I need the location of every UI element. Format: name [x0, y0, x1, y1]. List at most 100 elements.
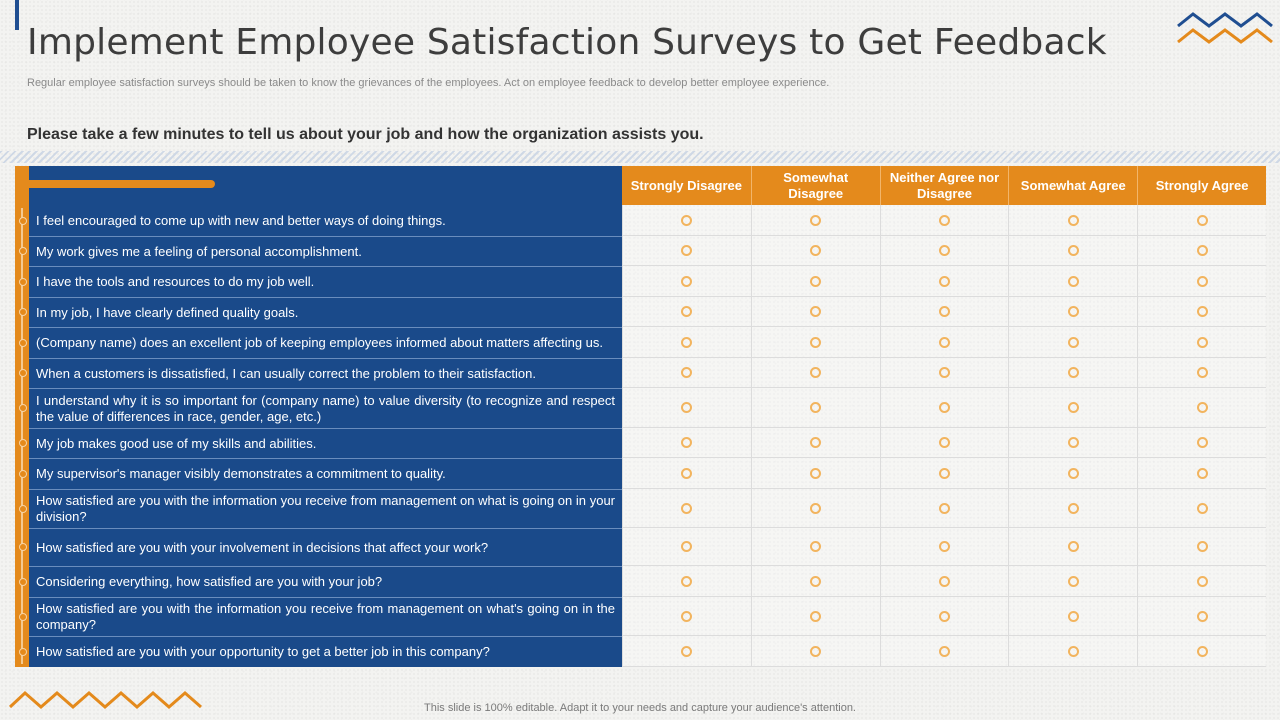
table-row: My job makes good use of my skills and a…	[29, 428, 1266, 458]
radio-circle-icon[interactable]	[681, 610, 693, 622]
radio-circle-icon[interactable]	[938, 541, 950, 552]
radio-circle-icon[interactable]	[938, 467, 950, 479]
radio-circle-icon[interactable]	[1067, 367, 1079, 378]
radio-circle-icon[interactable]	[810, 275, 822, 287]
question-text: How satisfied are you with your involvem…	[36, 539, 489, 555]
radio-circle-icon[interactable]	[1196, 214, 1208, 226]
radio-circle-icon[interactable]	[1067, 610, 1079, 622]
radio-circle-icon[interactable]	[1067, 541, 1079, 552]
survey-prompt: Please take a few minutes to tell us abo…	[27, 126, 704, 143]
radio-circle-icon[interactable]	[810, 336, 822, 348]
radio-circle-icon[interactable]	[810, 467, 822, 479]
radio-circle-icon[interactable]	[938, 437, 950, 448]
rating-cell	[1137, 528, 1266, 566]
table-row: How satisfied are you with the informati…	[29, 597, 1266, 636]
radio-circle-icon[interactable]	[681, 645, 693, 657]
radio-circle-icon[interactable]	[1196, 306, 1208, 317]
radio-circle-icon[interactable]	[1067, 214, 1079, 226]
radio-circle-icon[interactable]	[681, 367, 693, 378]
top-accent-bar	[15, 0, 19, 30]
rating-cell	[879, 327, 1009, 358]
radio-circle-icon[interactable]	[1067, 467, 1079, 479]
radio-circle-icon[interactable]	[1196, 367, 1208, 378]
radio-circle-icon[interactable]	[1067, 275, 1079, 287]
radio-circle-icon[interactable]	[1196, 575, 1208, 587]
rating-cell	[879, 388, 1009, 428]
radio-circle-icon[interactable]	[938, 402, 950, 413]
radio-circle-icon[interactable]	[810, 645, 822, 657]
radio-circle-icon[interactable]	[810, 367, 822, 378]
rating-cell	[750, 566, 880, 597]
rating-cell	[879, 266, 1009, 297]
rating-cell	[1008, 205, 1138, 236]
radio-circle-icon[interactable]	[810, 541, 822, 552]
radio-circle-icon[interactable]	[681, 306, 693, 317]
radio-circle-icon[interactable]	[1196, 645, 1208, 657]
rating-cell	[1008, 458, 1138, 489]
radio-circle-icon[interactable]	[681, 502, 693, 514]
radio-circle-icon[interactable]	[938, 275, 950, 287]
questions-panel	[29, 166, 622, 667]
radio-circle-icon[interactable]	[1196, 402, 1208, 413]
radio-circle-icon[interactable]	[1196, 541, 1208, 552]
radio-circle-icon[interactable]	[1067, 645, 1079, 657]
radio-circle-icon[interactable]	[1067, 575, 1079, 587]
radio-circle-icon[interactable]	[681, 402, 693, 413]
question-cell: (Company name) does an excellent job of …	[29, 327, 622, 358]
rating-cell	[1008, 266, 1138, 297]
page-title: Implement Employee Satisfaction Surveys …	[27, 22, 1107, 63]
question-text: I feel encouraged to come up with new an…	[36, 212, 446, 228]
radio-circle-icon[interactable]	[938, 336, 950, 348]
radio-circle-icon[interactable]	[938, 245, 950, 256]
radio-circle-icon[interactable]	[681, 575, 693, 587]
radio-circle-icon[interactable]	[1067, 245, 1079, 256]
radio-circle-icon[interactable]	[1196, 467, 1208, 479]
radio-circle-icon[interactable]	[810, 245, 822, 256]
table-row: How satisfied are you with your opportun…	[29, 636, 1266, 667]
radio-circle-icon[interactable]	[1196, 245, 1208, 256]
radio-circle-icon[interactable]	[1067, 402, 1079, 413]
radio-circle-icon[interactable]	[1196, 275, 1208, 287]
row-marker-dot	[19, 612, 27, 621]
radio-circle-icon[interactable]	[1067, 502, 1079, 514]
radio-circle-icon[interactable]	[1196, 437, 1208, 448]
row-marker-dot	[19, 404, 27, 412]
radio-circle-icon[interactable]	[681, 275, 693, 287]
radio-circle-icon[interactable]	[938, 645, 950, 657]
radio-circle-icon[interactable]	[810, 575, 822, 587]
radio-circle-icon[interactable]	[938, 610, 950, 622]
rating-cell	[622, 236, 751, 266]
rating-cell	[622, 205, 751, 236]
question-cell: Considering everything, how satisfied ar…	[29, 566, 622, 597]
radio-circle-icon[interactable]	[681, 214, 693, 226]
radio-circle-icon[interactable]	[810, 214, 822, 226]
radio-circle-icon[interactable]	[810, 306, 822, 317]
radio-circle-icon[interactable]	[1196, 336, 1208, 348]
radio-circle-icon[interactable]	[681, 245, 693, 256]
question-cell: How satisfied are you with your opportun…	[29, 636, 622, 667]
radio-circle-icon[interactable]	[681, 541, 693, 552]
radio-circle-icon[interactable]	[1067, 306, 1079, 317]
radio-circle-icon[interactable]	[1196, 610, 1208, 622]
radio-circle-icon[interactable]	[938, 214, 950, 226]
rating-cell	[879, 205, 1009, 236]
radio-circle-icon[interactable]	[810, 402, 822, 413]
divider-stripe	[0, 151, 1280, 163]
radio-circle-icon[interactable]	[681, 467, 693, 479]
radio-circle-icon[interactable]	[938, 502, 950, 514]
table-row: (Company name) does an excellent job of …	[29, 327, 1266, 358]
radio-circle-icon[interactable]	[810, 610, 822, 622]
radio-circle-icon[interactable]	[938, 575, 950, 587]
radio-circle-icon[interactable]	[1067, 336, 1079, 348]
radio-circle-icon[interactable]	[810, 502, 822, 514]
radio-circle-icon[interactable]	[1196, 502, 1208, 514]
radio-circle-icon[interactable]	[1067, 437, 1079, 448]
radio-circle-icon[interactable]	[810, 437, 822, 448]
zigzag-decoration-icon	[8, 690, 202, 709]
radio-circle-icon[interactable]	[681, 336, 693, 348]
radio-circle-icon[interactable]	[938, 367, 950, 378]
question-text: In my job, I have clearly defined qualit…	[36, 304, 299, 320]
rating-cell	[879, 566, 1009, 597]
radio-circle-icon[interactable]	[938, 306, 950, 317]
radio-circle-icon[interactable]	[681, 437, 693, 448]
